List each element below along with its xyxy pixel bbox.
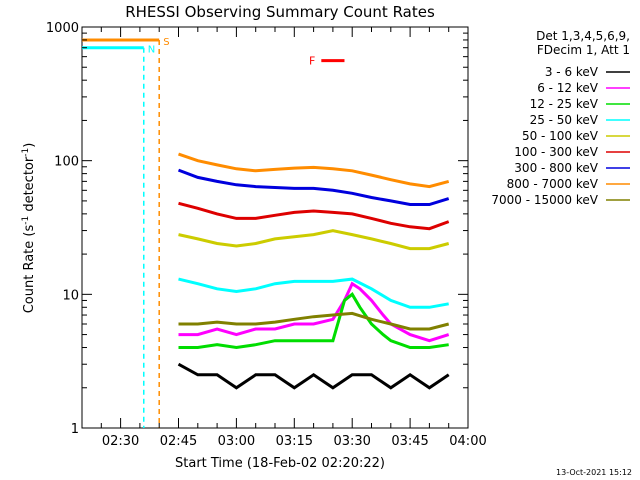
x-tick-label: 02:45 — [160, 434, 197, 449]
marker-label: S — [163, 37, 169, 48]
legend-label: 25 - 50 keV — [530, 113, 599, 127]
legend-label: 50 - 100 keV — [522, 129, 599, 143]
y-tick-label: 100 — [54, 155, 79, 170]
series-line — [178, 277, 449, 309]
series-line — [178, 152, 450, 189]
x-axis-label: Start Time (18-Feb-02 02:20:22) — [175, 456, 385, 471]
legend-label: 300 - 800 keV — [514, 161, 598, 175]
x-tick-label: 04:00 — [449, 434, 486, 449]
legend-label: 800 - 7000 keV — [507, 177, 599, 191]
series-line — [178, 311, 450, 331]
chart-title: RHESSI Observing Summary Count Rates — [125, 3, 435, 21]
footer-date: 13-Oct-2021 15:12 — [556, 468, 632, 477]
legend-label: 3 - 6 keV — [545, 65, 599, 79]
series-line — [178, 292, 449, 350]
x-tick-label: 03:00 — [218, 434, 255, 449]
series-line — [177, 168, 450, 206]
x-tick-label: 03:15 — [276, 434, 313, 449]
y-axis-label: Count Rate (s-1 detector-1) — [21, 143, 37, 314]
y-tick-label: 1000 — [46, 21, 79, 36]
y-tick-label: 1 — [71, 422, 79, 437]
legend-label: 6 - 12 keV — [537, 81, 599, 95]
legend-label: 12 - 25 keV — [530, 97, 599, 111]
legend-label: 100 - 300 keV — [514, 145, 598, 159]
y-axis: 1 10 100 1000 — [46, 21, 468, 437]
series-line — [178, 229, 450, 251]
x-tick-label: 02:30 — [102, 434, 139, 449]
x-tick-label: 03:45 — [391, 434, 428, 449]
legend-header-line-2: FDecim 1, Att 1 — [537, 43, 630, 57]
legend-label: 7000 - 15000 keV — [491, 193, 598, 207]
series-line — [178, 281, 450, 343]
legend-header-line-1: Det 1,3,4,5,6,9, — [536, 29, 630, 43]
marker-label: N — [148, 45, 155, 56]
x-tick-label: 03:30 — [333, 434, 370, 449]
y-tick-label: 10 — [62, 288, 79, 303]
flare-marker-label: F — [309, 55, 315, 68]
x-axis: 02:30 02:45 03:00 03:15 03:30 03:45 04:00 — [81, 27, 487, 449]
plot-area: NS F — [81, 26, 469, 429]
series-line — [177, 362, 450, 390]
series-line — [178, 201, 450, 231]
legend: Det 1,3,4,5,6,9, FDecim 1, Att 1 3 - 6 k… — [491, 29, 630, 207]
